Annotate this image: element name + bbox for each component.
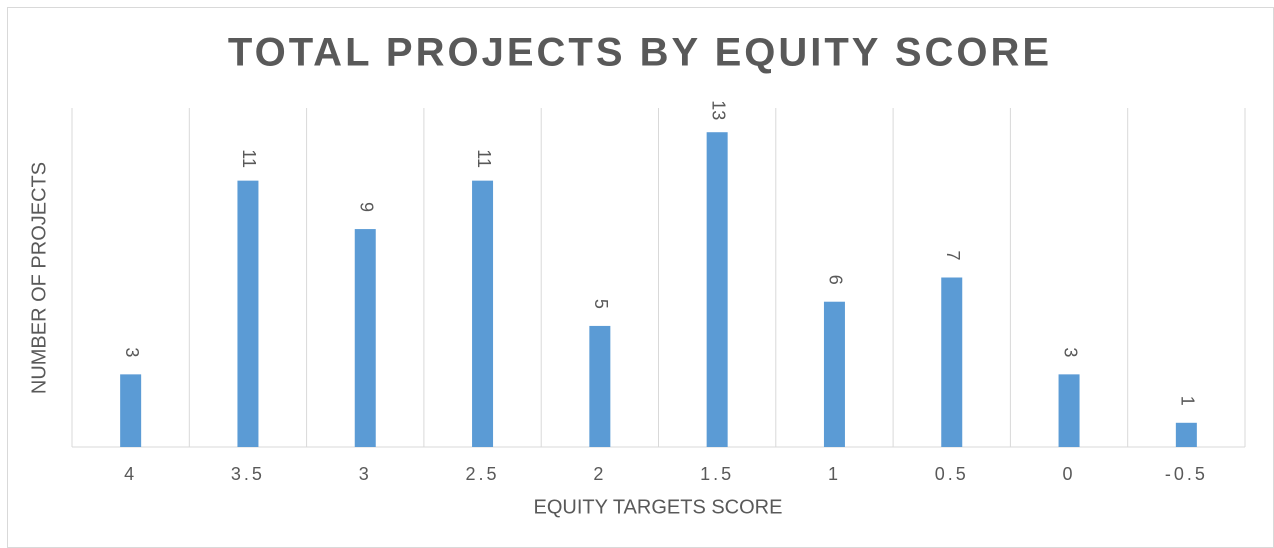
data-label: 6 [826,275,846,285]
x-tick-label: 0 [1063,464,1076,484]
bar [120,374,142,447]
x-tick-label: 2.5 [466,464,500,484]
data-label: 13 [708,100,728,120]
bar [589,325,611,447]
x-tick-label: 4 [124,464,137,484]
bar [941,277,963,447]
data-label: 11 [474,149,494,168]
y-axis-label: NUMBER OF PROJECTS [28,162,50,394]
x-axis-label: EQUITY TARGETS SCORE [534,496,783,518]
bar [237,180,259,447]
chart-frame [7,7,1274,548]
x-tick-label: 1.5 [700,464,734,484]
x-tick-label: -0.5 [1165,464,1208,484]
x-tick-label: 0.5 [935,464,969,484]
bar [823,301,845,447]
x-tick-label: 1 [828,464,841,484]
x-tick-label: 3 [359,464,372,484]
data-label: 5 [591,299,611,309]
bar [472,180,494,447]
bar [1058,374,1080,447]
bar [706,132,728,447]
data-label: 11 [239,149,259,168]
data-label: 7 [943,250,963,260]
bar [354,229,376,447]
x-tick-label: 2 [593,464,606,484]
bar [1175,422,1197,447]
data-label: 9 [357,202,377,212]
data-label: 3 [1060,347,1080,357]
data-label: 3 [122,347,142,357]
data-label: 1 [1178,396,1198,406]
x-tick-label: 3.5 [231,464,265,484]
chart-title: TOTAL PROJECTS BY EQUITY SCORE [228,31,1052,75]
